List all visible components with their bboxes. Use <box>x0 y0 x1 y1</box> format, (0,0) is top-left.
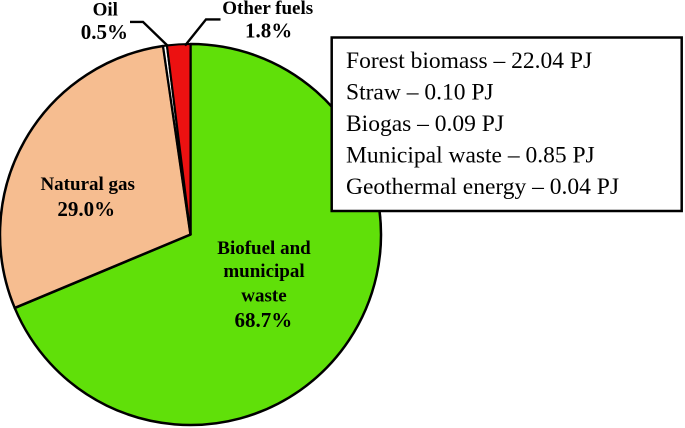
svg-text:1.8%: 1.8% <box>245 19 292 43</box>
svg-text:Biogas – 0.09 PJ: Biogas – 0.09 PJ <box>346 111 504 137</box>
svg-text:municipal: municipal <box>223 261 304 282</box>
svg-text:68.7%: 68.7% <box>235 308 293 332</box>
svg-text:Natural gas: Natural gas <box>40 174 134 195</box>
svg-text:waste: waste <box>241 286 286 307</box>
svg-text:Biofuel and: Biofuel and <box>217 238 311 259</box>
svg-text:0.5%: 0.5% <box>81 20 128 44</box>
svg-text:29.0%: 29.0% <box>57 197 115 221</box>
svg-text:Geothermal energy – 0.04 PJ: Geothermal energy – 0.04 PJ <box>346 174 619 200</box>
svg-text:Straw – 0.10 PJ: Straw – 0.10 PJ <box>346 80 494 106</box>
svg-text:Oil: Oil <box>93 0 118 21</box>
svg-text:Forest biomass – 22.04 PJ: Forest biomass – 22.04 PJ <box>346 48 592 74</box>
svg-text:Municipal waste – 0.85 PJ: Municipal waste – 0.85 PJ <box>346 143 595 169</box>
svg-text:Other fuels: Other fuels <box>222 0 313 19</box>
